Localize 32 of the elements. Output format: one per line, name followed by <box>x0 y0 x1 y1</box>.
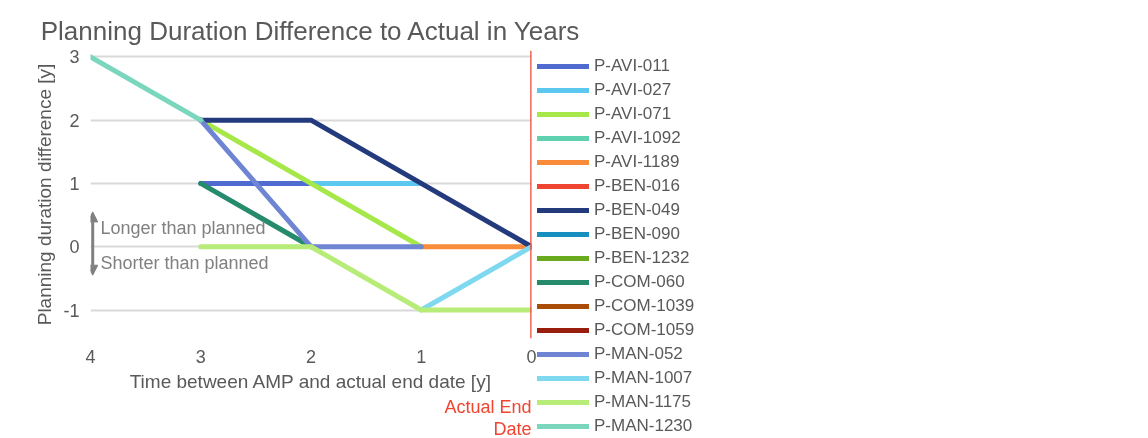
legend-label: P-MAN-1175 <box>594 392 691 412</box>
legend-label: P-AVI-071 <box>594 104 672 124</box>
ref-line-label: Actual End Date <box>444 396 532 438</box>
legend-label: P-COM-060 <box>594 272 685 292</box>
y-tick-label: 0 <box>69 237 80 258</box>
legend-label: P-BEN-090 <box>594 224 680 244</box>
legend-label: P-AVI-1189 <box>594 152 680 172</box>
legend-label: P-COM-1039 <box>594 296 695 316</box>
x-tick-label: 1 <box>416 346 427 367</box>
x-axis-title: Time between AMP and actual end date [y] <box>129 370 491 392</box>
legend-label: P-BEN-016 <box>594 176 680 196</box>
annotation: Shorter than planned <box>100 252 269 273</box>
legend-label: P-MAN-1230 <box>594 416 693 436</box>
y-tick-label: 3 <box>69 47 80 68</box>
y-tick-label: -1 <box>63 300 80 321</box>
legend-label: P-MAN-052 <box>594 344 683 364</box>
x-tick-label: 3 <box>195 346 206 367</box>
y-tick-label: 1 <box>69 173 80 194</box>
y-axis-title: Planning duration difference [y] <box>34 63 56 326</box>
x-tick-label: 0 <box>526 346 537 367</box>
annotation: Longer than planned <box>100 217 266 238</box>
legend-label: P-AVI-1092 <box>594 128 681 148</box>
chart-title: Planning Duration Difference to Actual in Years <box>40 15 580 46</box>
legend-label: P-MAN-1007 <box>594 368 693 388</box>
x-tick-label: 4 <box>85 346 96 367</box>
legend-label: P-AVI-011 <box>594 56 670 76</box>
legend-label: P-AVI-027 <box>594 80 672 100</box>
x-tick-label: 2 <box>305 346 317 367</box>
y-tick-label: 2 <box>69 110 80 131</box>
legend-label: P-COM-1059 <box>594 320 695 340</box>
legend-label: P-BEN-049 <box>594 200 680 220</box>
legend-label: P-BEN-1232 <box>594 248 690 268</box>
